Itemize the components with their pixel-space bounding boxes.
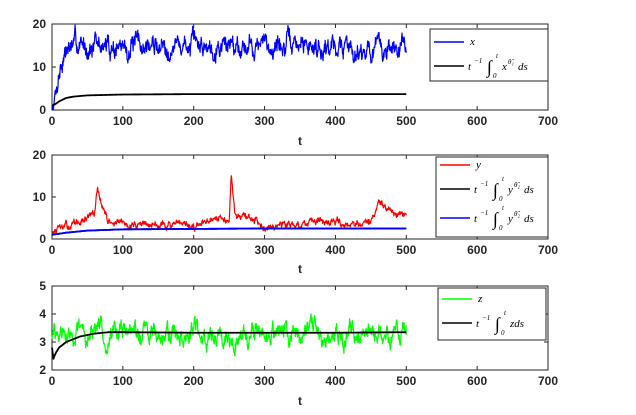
integral-lower: 0 (499, 224, 503, 232)
integrand-x: x (501, 61, 507, 73)
integral-lower: 0 (499, 195, 503, 203)
x-tick-label: 200 (184, 243, 204, 257)
integrand-y-sup: θ̂₂ (514, 181, 520, 189)
legend-box-middle (435, 156, 549, 238)
integral-upper: t (496, 52, 499, 60)
legend-prefix-sup: −1 (480, 209, 488, 217)
x-tick-label: 300 (255, 114, 275, 128)
integrand-ds: ds (518, 61, 528, 73)
integral-sign: ∫ (492, 180, 499, 201)
plot-area-middle (51, 175, 407, 236)
series-line-mean-1 (51, 93, 407, 107)
series-line-mean-1 (51, 331, 407, 360)
series-line-raw-0 (51, 24, 407, 111)
x-tick-label: 100 (113, 114, 133, 128)
integral-upper: t (502, 204, 505, 212)
axis-ticks-top: 0 100 200 300 400 500 600 700 0 10 20 (33, 17, 559, 128)
integral-lower: 0 (493, 72, 497, 80)
x-tick-label: 400 (325, 114, 345, 128)
legend-box-bottom (437, 287, 547, 341)
axis-ticks-bottom: 0 100 200 300 400 500 600 700 2 3 4 5 (39, 279, 558, 388)
legend-label-y-mean-blue: t −1 ∫ t 0 y θ̂₂ ds (474, 204, 534, 232)
integrand-y-sup: θ̂₂ (514, 210, 520, 218)
x-tick-label: 100 (113, 374, 133, 388)
x-tick-label: 200 (184, 374, 204, 388)
x-tick-label: 500 (396, 374, 416, 388)
x-tick-label: 0 (49, 374, 56, 388)
integral-sign: ∫ (494, 314, 501, 335)
legend-label-z-mean: t −1 ∫ t 0 zds (476, 309, 524, 337)
legend-label-z: z (477, 293, 483, 305)
xlabel-middle: t (298, 262, 302, 276)
x-tick-label: 500 (396, 243, 416, 257)
x-tick-label: 400 (325, 374, 345, 388)
y-tick-label: 20 (33, 17, 47, 31)
integral-upper: t (502, 175, 505, 183)
y-tick-label: 5 (39, 279, 46, 293)
legend-prefix: t (474, 213, 478, 225)
x-tick-label: 0 (49, 243, 56, 257)
legend-label-x: x (469, 36, 475, 48)
legend-bottom: z t −1 ∫ t 0 zds (437, 287, 547, 341)
x-tick-label: 700 (538, 114, 558, 128)
legend-prefix-sup: −1 (474, 57, 482, 65)
y-tick-label: 10 (33, 190, 47, 204)
legend-label-x-mean: t −1 ∫ t 0 x θ̂₁ ds (468, 52, 528, 80)
x-tick-label: 600 (467, 374, 487, 388)
legend-prefix-sup: −1 (480, 180, 488, 188)
x-tick-label: 600 (467, 114, 487, 128)
xlabel-top: t (298, 134, 302, 148)
x-tick-label: 700 (538, 374, 558, 388)
legend-top: x t −1 ∫ t 0 x θ̂₁ ds (429, 28, 549, 82)
legend-prefix: t (476, 318, 480, 330)
plot-area-bottom (51, 313, 407, 360)
legend-prefix-sup: −1 (482, 314, 490, 322)
series-line-mean-2 (51, 227, 407, 236)
x-tick-label: 500 (396, 114, 416, 128)
panel-middle: 0 100 200 300 400 500 600 700 0 10 20 t y t −1 ∫ t… (33, 148, 559, 276)
series-line-raw-0 (51, 313, 407, 357)
legend-label-y: y (475, 159, 481, 171)
y-tick-label: 3 (39, 335, 46, 349)
legend-middle: y t −1 ∫ t 0 y θ̂₂ ds t −1 ∫ t 0 y θ̂₂ (435, 156, 549, 238)
x-tick-label: 700 (538, 243, 558, 257)
y-tick-label: 2 (39, 363, 46, 377)
panel-top: 0 100 200 300 400 500 600 700 0 10 20 t x t −1 ∫ t… (33, 17, 559, 148)
integral-sign: ∫ (486, 57, 493, 78)
integrand-ds: ds (524, 184, 534, 196)
y-tick-label: 10 (33, 60, 47, 74)
integrand-y: y (507, 213, 513, 225)
x-tick-label: 200 (184, 114, 204, 128)
axis-ticks-middle: 0 100 200 300 400 500 600 700 0 10 20 (33, 148, 559, 257)
x-tick-label: 300 (255, 374, 275, 388)
panel-bottom: 0 100 200 300 400 500 600 700 2 3 4 5 t z t −1 ∫ t … (39, 279, 558, 408)
y-tick-label: 0 (39, 103, 46, 117)
integrand-z: zds (509, 318, 524, 330)
integral-upper: t (504, 309, 507, 317)
y-tick-label: 4 (39, 307, 46, 321)
y-tick-label: 0 (39, 232, 46, 246)
x-tick-label: 0 (49, 114, 56, 128)
legend-prefix: t (474, 184, 478, 196)
series-line-raw-0 (51, 175, 407, 236)
legend-prefix: t (468, 61, 472, 73)
plot-area-top (51, 24, 407, 111)
y-tick-label: 20 (33, 148, 47, 162)
integral-sign: ∫ (492, 209, 499, 230)
x-tick-label: 400 (325, 243, 345, 257)
integral-lower: 0 (501, 329, 505, 337)
integrand-y: y (507, 184, 513, 196)
x-tick-label: 100 (113, 243, 133, 257)
legend-box-top (429, 28, 549, 82)
xlabel-bottom: t (298, 394, 302, 408)
x-tick-label: 600 (467, 243, 487, 257)
integrand-ds: ds (524, 213, 534, 225)
integrand-x-sup: θ̂₁ (508, 58, 514, 66)
legend-label-y-mean-black: t −1 ∫ t 0 y θ̂₂ ds (474, 175, 534, 203)
x-tick-label: 300 (255, 243, 275, 257)
